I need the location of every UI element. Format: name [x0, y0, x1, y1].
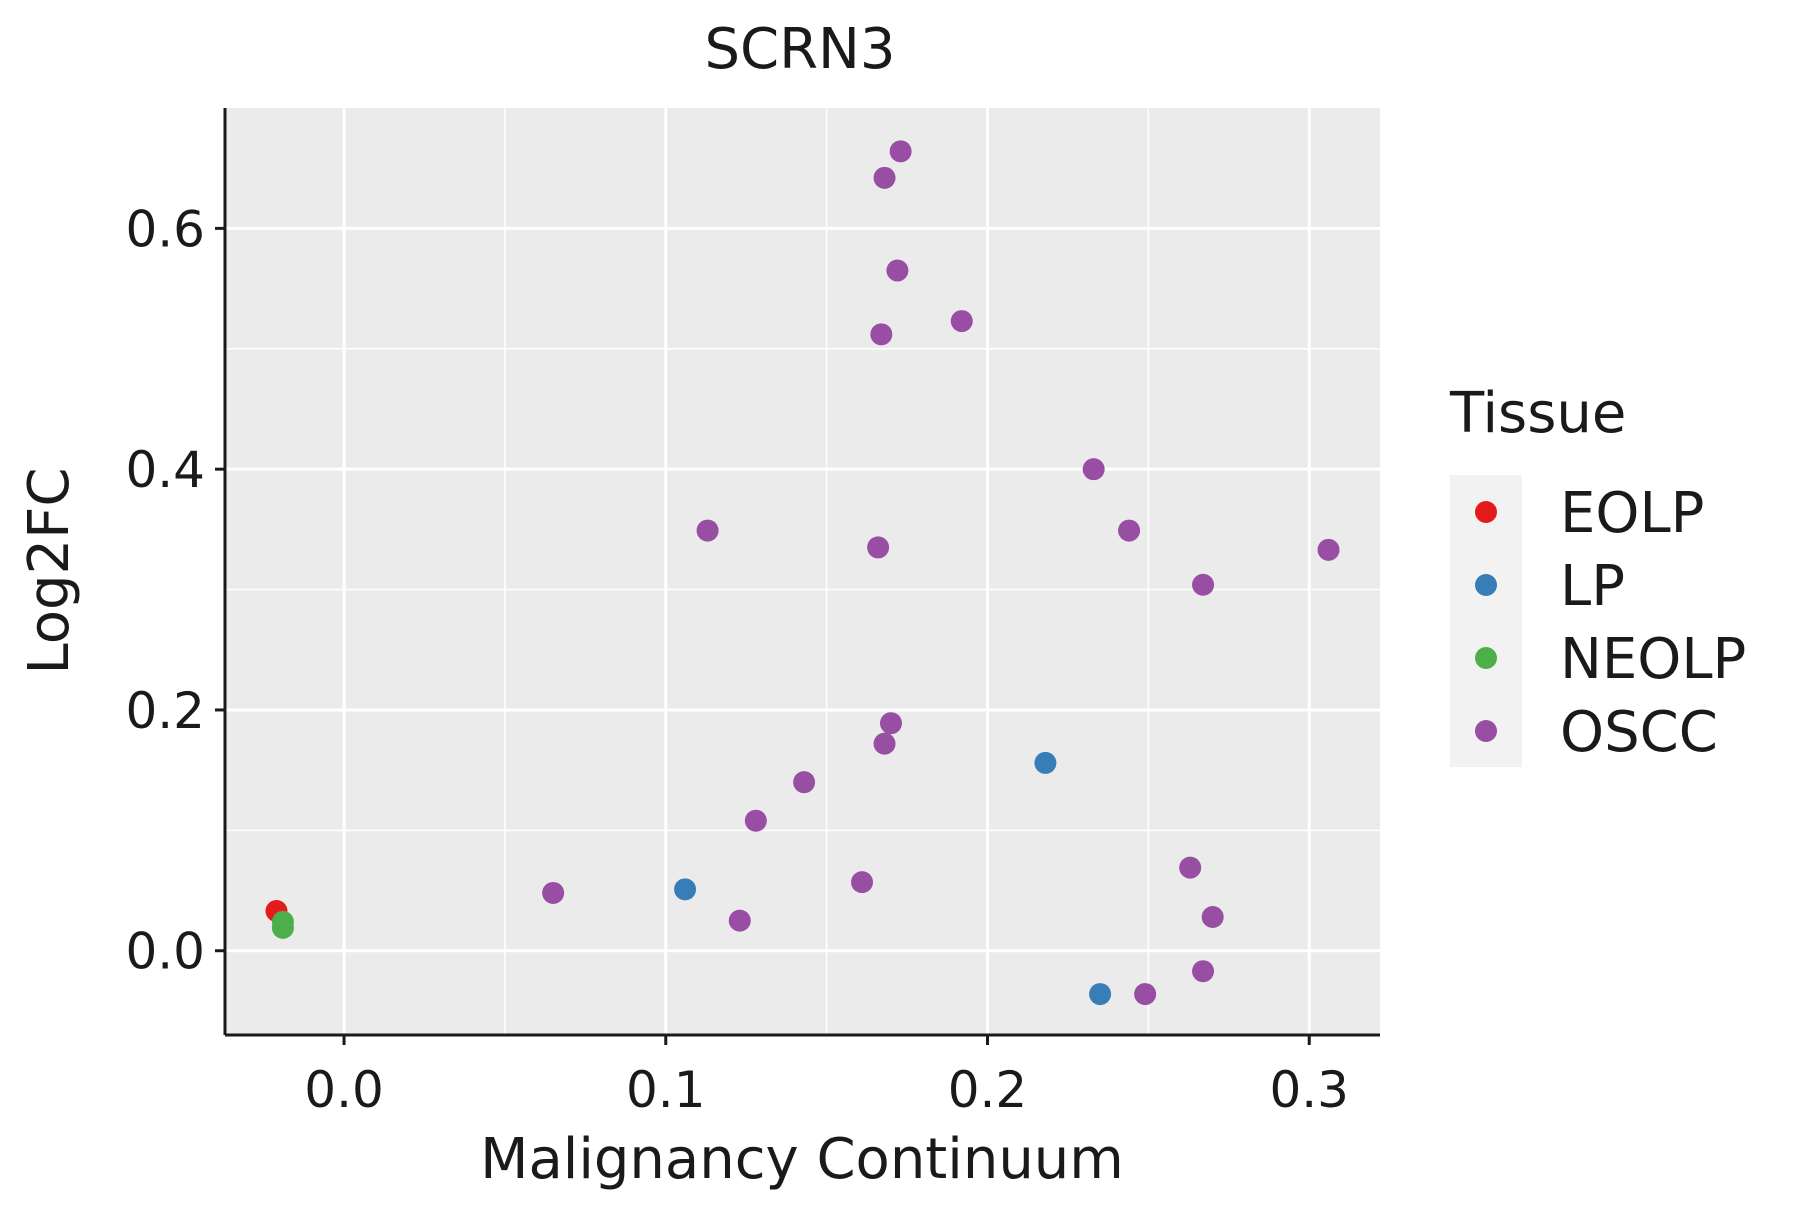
- legend-swatch-eolp: [1475, 501, 1497, 523]
- legend-label-eolp: EOLP: [1560, 481, 1704, 546]
- chart-title: SCRN3: [704, 17, 895, 82]
- data-point-oscc: [873, 732, 896, 755]
- data-point-oscc: [950, 310, 973, 333]
- data-point-oscc: [744, 809, 767, 832]
- legend-label-neolp: NEOLP: [1560, 627, 1746, 692]
- data-point-oscc: [879, 712, 902, 735]
- data-point-oscc: [1082, 458, 1105, 481]
- x-axis-title: Malignancy Continuum: [480, 1127, 1124, 1192]
- y-tick-label: 0.2: [125, 682, 205, 740]
- x-tick-label: 0.2: [948, 1061, 1028, 1119]
- data-point-oscc: [696, 519, 719, 542]
- y-ticks: 0.0 0.2 0.4 0.6: [125, 200, 225, 981]
- plot-panel: [225, 108, 1380, 1035]
- legend-entries: EOLP LP NEOLP OSCC: [1475, 481, 1746, 765]
- legend-label-oscc: OSCC: [1560, 700, 1718, 765]
- legend-key-background: [1450, 475, 1522, 767]
- data-point-oscc: [1317, 538, 1340, 561]
- data-point-oscc: [889, 140, 912, 163]
- y-axis-title: Log2FC: [17, 468, 82, 675]
- data-point-oscc: [542, 881, 565, 904]
- y-tick-label: 0.0: [125, 923, 205, 981]
- y-tick-label: 0.6: [125, 200, 205, 258]
- x-tick-label: 0.0: [304, 1061, 384, 1119]
- legend: Tissue EOLP LP NEOLP OSCC: [1449, 381, 1746, 767]
- grid-minor: [225, 108, 1380, 1035]
- data-point-oscc: [851, 871, 874, 894]
- x-tick-label: 0.1: [626, 1061, 706, 1119]
- legend-swatch-oscc: [1475, 720, 1497, 742]
- data-point-oscc: [870, 323, 893, 346]
- data-point-oscc: [1134, 983, 1157, 1006]
- data-point-oscc: [1192, 573, 1215, 596]
- legend-swatch-lp: [1475, 574, 1497, 596]
- data-point-oscc: [1179, 856, 1202, 879]
- x-tick-label: 0.3: [1269, 1061, 1349, 1119]
- data-point-oscc: [1192, 960, 1215, 983]
- data-point-oscc: [886, 259, 909, 282]
- data-point-neolp: [271, 916, 294, 939]
- y-tick-label: 0.4: [125, 441, 205, 499]
- grid-major: [225, 108, 1380, 1035]
- data-point-oscc: [867, 536, 890, 559]
- data-point-lp: [1034, 751, 1057, 774]
- legend-title: Tissue: [1449, 381, 1626, 446]
- data-point-oscc: [1201, 906, 1224, 929]
- data-point-lp: [1089, 983, 1112, 1006]
- points-layer: [265, 140, 1340, 1006]
- legend-label-lp: LP: [1560, 554, 1625, 619]
- x-ticks: 0.0 0.1 0.2 0.3: [304, 1035, 1349, 1119]
- data-point-lp: [674, 878, 697, 901]
- data-point-oscc: [728, 909, 751, 932]
- data-point-oscc: [793, 771, 816, 794]
- legend-swatch-neolp: [1475, 647, 1497, 669]
- data-point-oscc: [1118, 519, 1141, 542]
- data-point-oscc: [873, 166, 896, 189]
